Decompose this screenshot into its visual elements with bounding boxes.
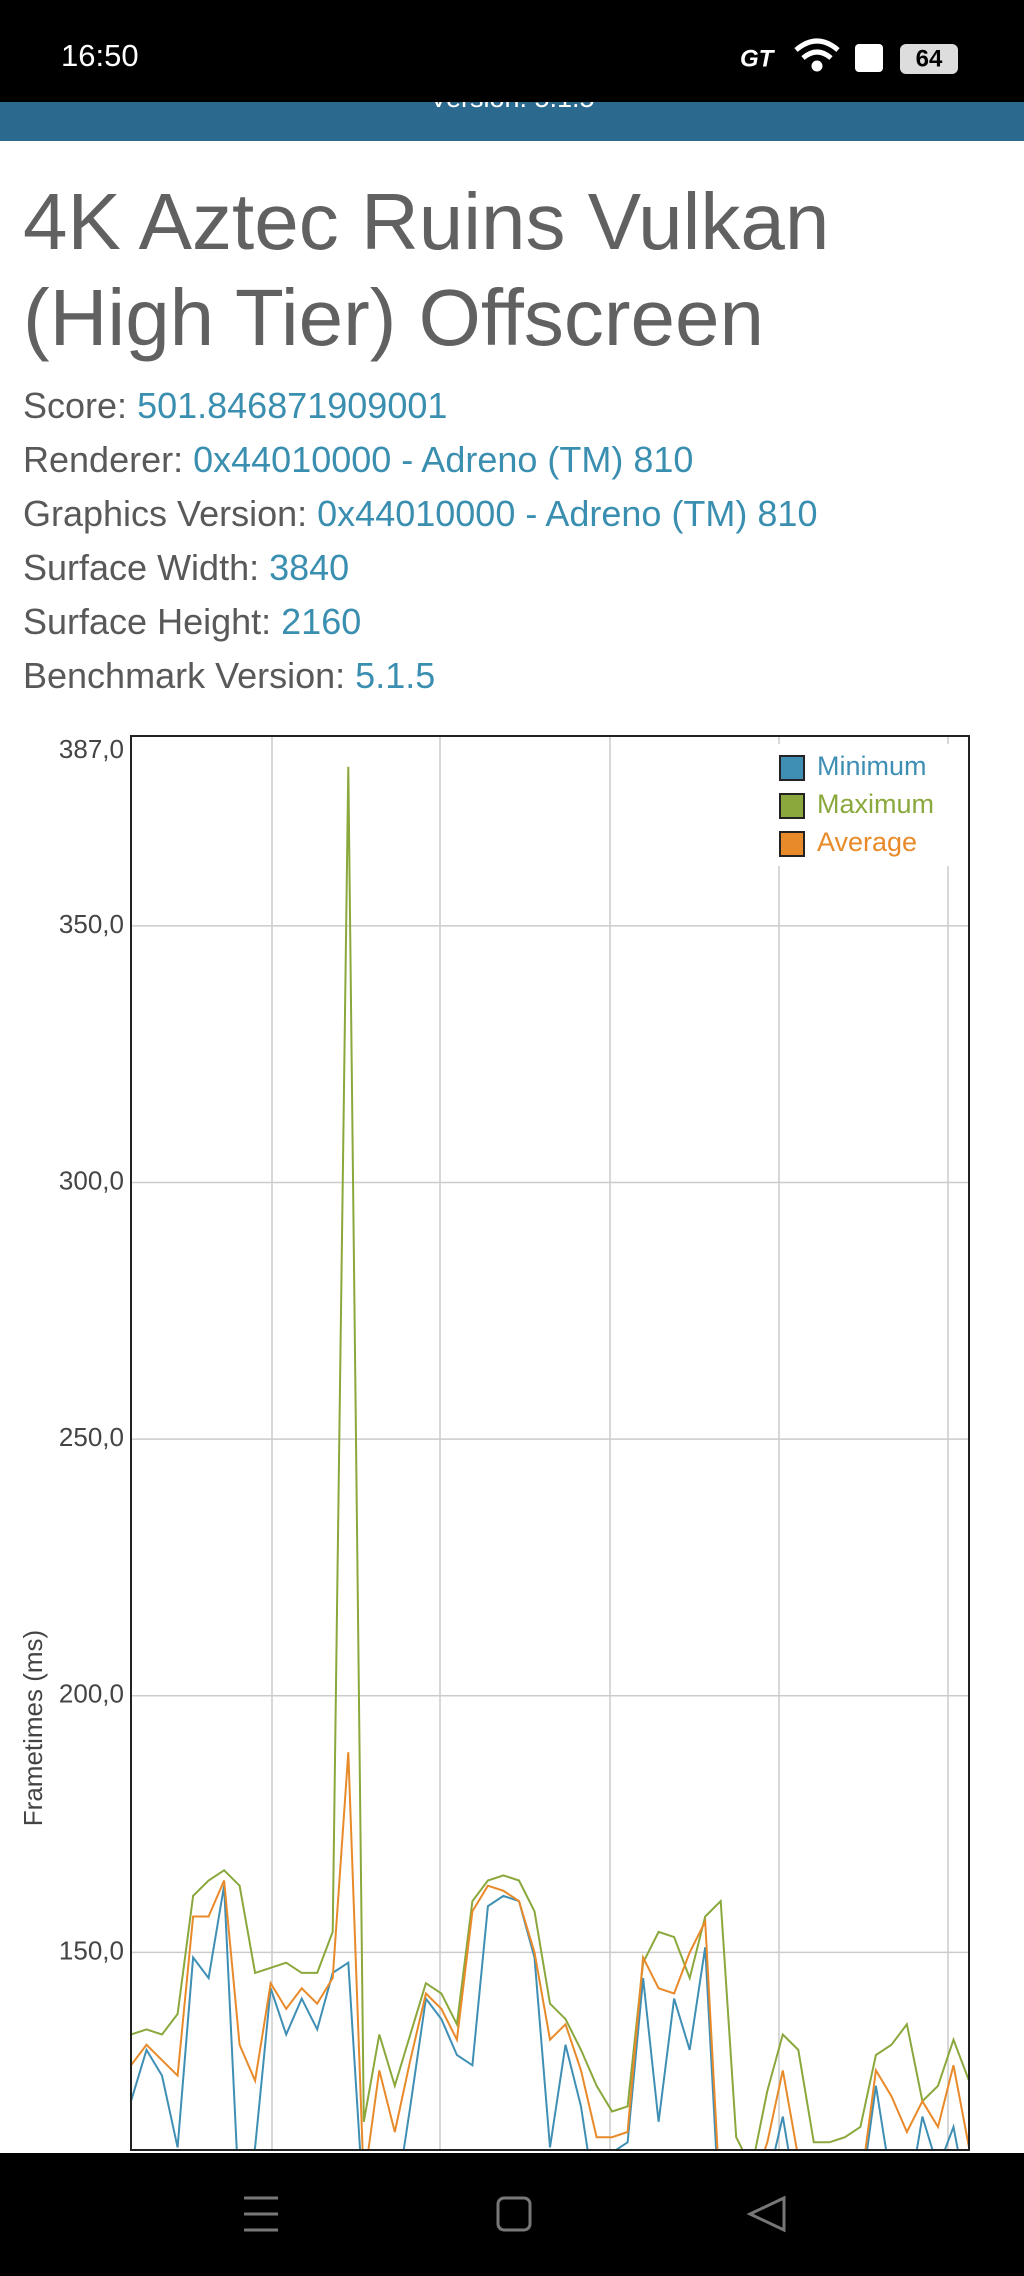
series-line [131, 766, 969, 2150]
info-line: Graphics Version: 0x44010000 - Adreno (T… [23, 493, 817, 534]
back-button[interactable] [746, 2195, 786, 2233]
battery-icon [900, 44, 958, 74]
legend-swatch [779, 793, 805, 819]
info-value: 2160 [281, 601, 361, 642]
info-value: 0x44010000 - Adreno (TM) 810 [317, 493, 817, 534]
info-label: Score: [23, 385, 127, 426]
legend-swatch [779, 755, 805, 781]
info-label: Surface Height: [23, 601, 271, 642]
info-line: Surface Height: 2160 [23, 601, 361, 642]
plot-area [131, 736, 969, 2150]
notification-icon [855, 44, 883, 72]
info-line: Surface Width: 3840 [23, 547, 349, 588]
y-tick-label: 200,0 [59, 1679, 124, 1709]
y-tick-label: 350,0 [59, 909, 124, 939]
y-tick-label: 387,0 [59, 734, 124, 764]
series-line [131, 1752, 969, 2150]
info-label: Renderer: [23, 439, 183, 480]
page-title: 4K Aztec Ruins Vulkan (High Tier) Offscre… [23, 177, 829, 362]
legend-swatch [779, 831, 805, 857]
battery-level: 64 [916, 45, 943, 72]
legend-label: Average [817, 827, 917, 857]
info-list: Score: 501.846871909001 Renderer: 0x44010… [23, 385, 817, 696]
header-subtitle: Version: 5.1.5 [429, 83, 594, 113]
home-button[interactable] [496, 2196, 532, 2232]
info-value: 501.846871909001 [137, 385, 447, 426]
info-value: 5.1.5 [355, 655, 435, 696]
info-value: 3840 [269, 547, 349, 588]
wifi-icon [794, 38, 840, 72]
clock: 16:50 [61, 38, 139, 73]
info-label: Benchmark Version: [23, 655, 345, 696]
y-tick-label: 150,0 [59, 1935, 124, 1965]
info-label: Graphics Version: [23, 493, 307, 534]
info-label: Surface Width: [23, 547, 259, 588]
menu-button[interactable] [244, 2196, 278, 2232]
info-line: Benchmark Version: 5.1.5 [23, 655, 435, 696]
nav-buttons [244, 2195, 786, 2233]
plot-frame [130, 735, 970, 2151]
legend-label: Maximum [817, 789, 934, 819]
status-bar [0, 0, 1024, 102]
info-value: 0x44010000 - Adreno (TM) 810 [193, 439, 693, 480]
legend-label: Minimum [817, 751, 927, 781]
y-tick-label: 300,0 [59, 1165, 124, 1195]
info-line: Score: 501.846871909001 [23, 385, 447, 426]
info-line: Renderer: 0x44010000 - Adreno (TM) 810 [23, 439, 693, 480]
y-axis-label: Frametimes (ms) [18, 1630, 48, 1826]
nav-bar [0, 2153, 1024, 2276]
carrier-logo: GT [740, 45, 776, 72]
header-bar [0, 102, 1024, 141]
y-tick-label: 250,0 [59, 1422, 124, 1452]
